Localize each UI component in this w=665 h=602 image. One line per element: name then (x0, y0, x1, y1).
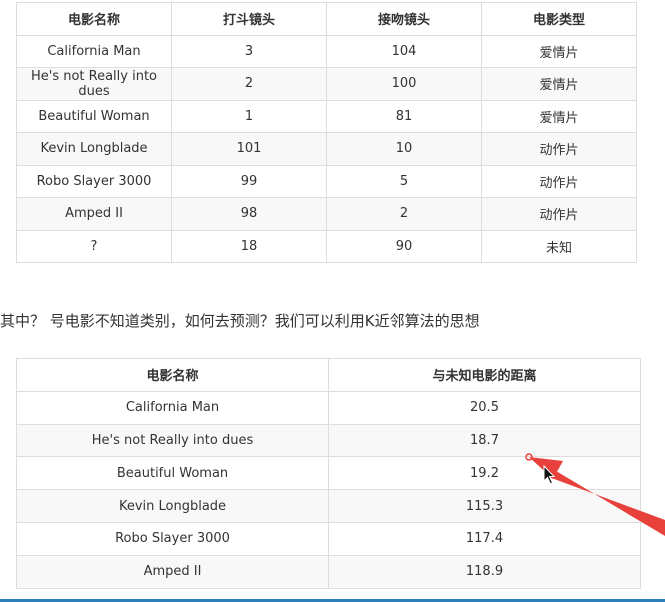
table-row: Kevin Longblade 115.3 (16, 489, 641, 523)
table-cell: Beautiful Woman (16, 456, 329, 491)
table-cell: 104 (326, 34, 482, 68)
table-cell: 动作片 (481, 164, 637, 198)
table-row: Beautiful Woman 19.2 (16, 456, 641, 491)
table-header-row: 电影名称 打斗镜头 接吻镜头 电影类型 (16, 2, 637, 36)
table-cell: 2 (171, 67, 327, 101)
column-header: 电影类型 (481, 2, 637, 36)
table-cell: 98 (171, 197, 327, 231)
table-cell: 动作片 (481, 132, 637, 166)
table-cell: Kevin Longblade (16, 489, 329, 523)
column-header: 接吻镜头 (326, 2, 482, 36)
table-cell: 118.9 (328, 554, 641, 589)
table-cell: 19.2 (328, 456, 641, 491)
table-row: California Man 20.5 (16, 390, 641, 425)
table-cell: 10 (326, 132, 482, 166)
column-header: 打斗镜头 (171, 2, 327, 36)
table-cell: 爱情片 (481, 67, 637, 101)
table-cell: 81 (326, 99, 482, 133)
table-cell: 117.4 (328, 521, 641, 556)
table-cell: Beautiful Woman (16, 99, 172, 133)
table-cell: Kevin Longblade (16, 132, 172, 166)
table-row: Robo Slayer 3000 117.4 (16, 521, 641, 556)
table-cell: 18.7 (328, 423, 641, 458)
table-cell: Robo Slayer 3000 (16, 521, 329, 556)
table-cell: He's not Really into dues (16, 423, 329, 458)
table-cell: Amped II (16, 197, 172, 231)
table-cell: He's not Really into dues (16, 67, 172, 101)
table-cell: 3 (171, 34, 327, 68)
table-cell: California Man (16, 34, 172, 68)
table-cell: 90 (326, 229, 482, 263)
table-cell: 101 (171, 132, 327, 166)
table-cell: California Man (16, 390, 329, 425)
table-row: ? 18 90 未知 (16, 229, 637, 263)
column-header: 与未知电影的距离 (328, 358, 641, 392)
table-cell: 100 (326, 67, 482, 101)
table-cell: 爱情片 (481, 99, 637, 133)
table-row: California Man 3 104 爱情片 (16, 34, 637, 68)
table-cell: 2 (326, 197, 482, 231)
table-row: Amped II 118.9 (16, 554, 641, 589)
table-cell: 未知 (481, 229, 637, 263)
table-cell: 99 (171, 164, 327, 198)
table-cell: 20.5 (328, 390, 641, 425)
table-cell: 5 (326, 164, 482, 198)
table-row: Beautiful Woman 1 81 爱情片 (16, 99, 637, 133)
table-cell: 动作片 (481, 197, 637, 231)
table-row: He's not Really into dues 2 100 爱情片 (16, 67, 637, 101)
table-cell: Amped II (16, 554, 329, 589)
table-row: Robo Slayer 3000 99 5 动作片 (16, 164, 637, 198)
table-row: He's not Really into dues 18.7 (16, 423, 641, 458)
table-row: Kevin Longblade 101 10 动作片 (16, 132, 637, 166)
table-header-row: 电影名称 与未知电影的距离 (16, 358, 641, 392)
movie-features-table: 电影名称 打斗镜头 接吻镜头 电影类型 California Man 3 104… (16, 2, 637, 263)
table-cell: 爱情片 (481, 34, 637, 68)
table-cell: ? (16, 229, 172, 263)
bottom-bar (0, 599, 665, 602)
table-cell: 18 (171, 229, 327, 263)
distance-table: 电影名称 与未知电影的距离 California Man 20.5 He's n… (16, 358, 641, 589)
table-cell: 115.3 (328, 489, 641, 523)
table-cell: 1 (171, 99, 327, 133)
column-header: 电影名称 (16, 2, 172, 36)
table-cell: Robo Slayer 3000 (16, 164, 172, 198)
question-paragraph: 其中？ 号电影不知道类别，如何去预测？我们可以利用K近邻算法的思想 (0, 312, 480, 330)
table-row: Amped II 98 2 动作片 (16, 197, 637, 231)
column-header: 电影名称 (16, 358, 329, 392)
